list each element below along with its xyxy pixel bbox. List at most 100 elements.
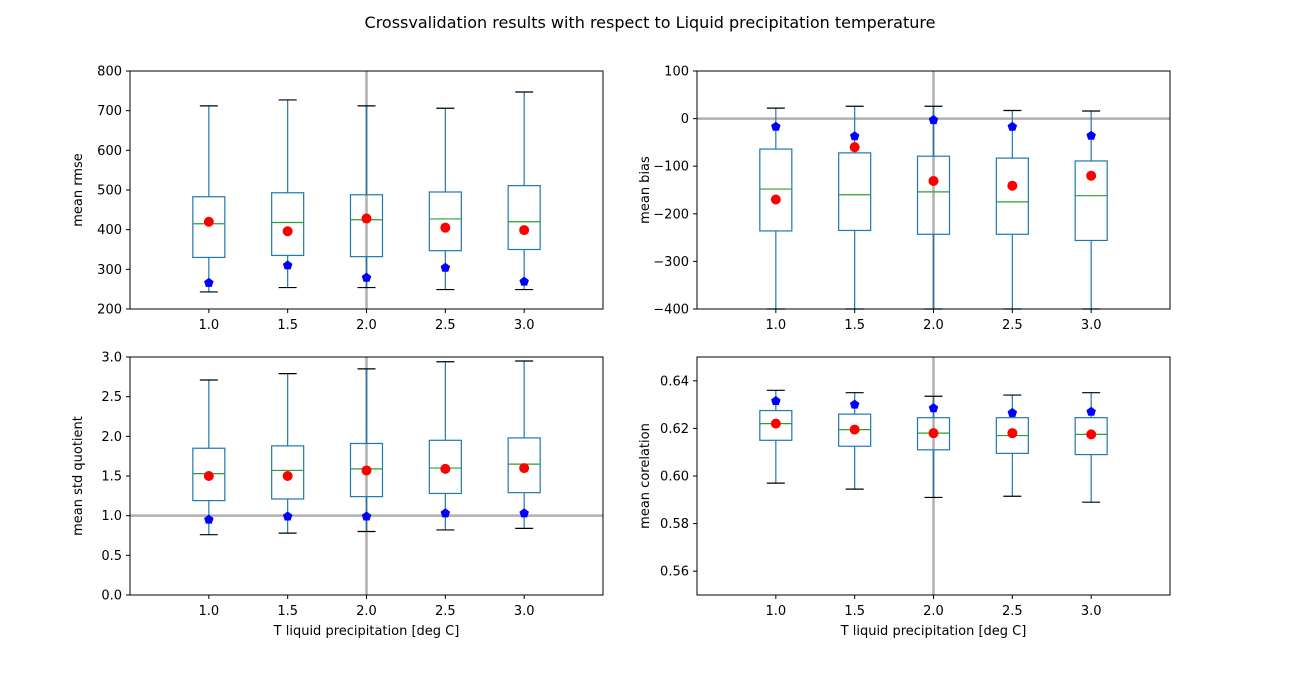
xtick-label: 1.5 [844, 318, 865, 333]
xtick-label: 2.5 [1002, 604, 1023, 619]
ytick-label: 400 [97, 223, 122, 238]
chart-panel-3: 0.0 0.5 1.0 1.5 2.0 2.5 3.0 1.0 1.5 2.0 2.5 3.0 mean… [71, 351, 604, 639]
reference-marker [849, 399, 860, 409]
mean-marker [1007, 428, 1018, 439]
box-3.0 [1074, 392, 1108, 503]
box-iqr [507, 437, 541, 494]
mean-marker [361, 465, 372, 476]
reference-marker [361, 272, 372, 282]
mean-marker [849, 142, 860, 153]
mean-marker [770, 418, 781, 429]
mean-marker [1086, 170, 1097, 181]
mean-marker [282, 226, 293, 237]
reference-marker [440, 262, 451, 272]
box-iqr [271, 445, 305, 500]
ytick-label: 0.5 [101, 549, 122, 564]
ytick-label: 2.5 [101, 390, 122, 405]
box-iqr [349, 442, 384, 498]
box-1.5 [838, 105, 872, 310]
ytick-label: 700 [97, 104, 122, 119]
mean-marker [770, 194, 781, 205]
mean-marker [519, 463, 530, 474]
xtick-label: 1.5 [844, 604, 865, 619]
mean-marker [282, 471, 293, 481]
panels: 200 300 400 500 600 700 800 1.0 1.5 2.0 2.5 3.0 mean… [71, 65, 1171, 639]
reference-marker [771, 396, 781, 406]
box-iqr [1074, 160, 1108, 242]
box-1.0 [192, 379, 226, 536]
box-1.5 [271, 99, 305, 289]
reference-marker [440, 508, 451, 518]
mean-marker [928, 428, 939, 439]
ytick-label: 500 [97, 184, 122, 199]
box-iqr [1074, 417, 1108, 456]
xlabel: T liquid precipitation [deg C] [840, 624, 1027, 639]
box-2.0 [916, 105, 951, 310]
ytick-label: 0.60 [660, 470, 689, 485]
figure-suptitle: Crossvalidation results with respect to … [365, 13, 936, 32]
mean-marker [440, 222, 451, 233]
box-1.5 [838, 392, 872, 490]
xtick-label: 1.0 [198, 604, 219, 619]
reference-marker [519, 508, 529, 518]
reference-marker [282, 260, 293, 270]
reference-marker [282, 511, 293, 521]
xtick-label: 3.0 [1081, 604, 1102, 619]
reference-marker [928, 115, 939, 125]
reference-marker [771, 121, 781, 131]
ytick-label: 1.0 [101, 509, 122, 524]
mean-marker [1007, 180, 1018, 191]
box-iqr [349, 194, 384, 258]
box-iqr [192, 196, 226, 259]
box-iqr [759, 409, 793, 441]
box-iqr [916, 155, 951, 235]
ytick-label: 0 [681, 112, 689, 127]
box-2.5 [428, 107, 462, 291]
ytick-label: 600 [97, 144, 122, 159]
xtick-label: 1.5 [277, 318, 298, 333]
box-2.0 [349, 105, 384, 289]
box-iqr [192, 447, 226, 502]
box-1.5 [271, 373, 305, 534]
ytick-label: 0.62 [660, 422, 689, 437]
ytick-label: −300 [653, 255, 689, 270]
box-2.0 [916, 395, 951, 499]
box-1.0 [759, 389, 793, 484]
xtick-label: 1.0 [765, 318, 786, 333]
xtick-label: 3.0 [1081, 318, 1102, 333]
reference-marker [849, 131, 860, 141]
mean-marker [203, 216, 214, 227]
box-2.5 [995, 394, 1029, 497]
ytick-label: 0.56 [660, 565, 689, 580]
mean-marker [203, 471, 214, 481]
xtick-label: 2.0 [356, 318, 377, 333]
xtick-label: 2.0 [923, 604, 944, 619]
mean-marker [519, 225, 530, 236]
box-iqr [759, 148, 793, 232]
reference-marker [1007, 407, 1018, 417]
box-3.0 [1074, 110, 1108, 310]
xlabel: T liquid precipitation [deg C] [273, 624, 460, 639]
reference-marker [1086, 406, 1096, 416]
box-2.5 [995, 109, 1029, 310]
chart-panel-2: −400 −300 −200 −100 0 100 1.0 1.5 2.0 2.5 3.0 mean … [638, 65, 1171, 333]
mean-marker [928, 175, 939, 186]
reference-marker [928, 403, 939, 413]
ylabel: mean rmse [71, 153, 86, 227]
box-1.0 [192, 105, 226, 293]
box-iqr [428, 191, 462, 252]
ytick-label: −400 [653, 303, 689, 318]
box-3.0 [507, 91, 541, 291]
ytick-label: 2.0 [101, 430, 122, 445]
ytick-label: 200 [97, 303, 122, 318]
reference-marker [204, 277, 214, 287]
ytick-label: −200 [653, 207, 689, 222]
reference-marker [204, 514, 214, 524]
xtick-label: 1.0 [198, 318, 219, 333]
reference-marker [1086, 130, 1096, 140]
xtick-label: 1.0 [765, 604, 786, 619]
xtick-label: 2.0 [923, 318, 944, 333]
ytick-label: 0.58 [660, 517, 689, 532]
xtick-label: 2.5 [435, 604, 456, 619]
chart-panel-1: 200 300 400 500 600 700 800 1.0 1.5 2.0 2.5 3.0 mean… [71, 65, 604, 333]
